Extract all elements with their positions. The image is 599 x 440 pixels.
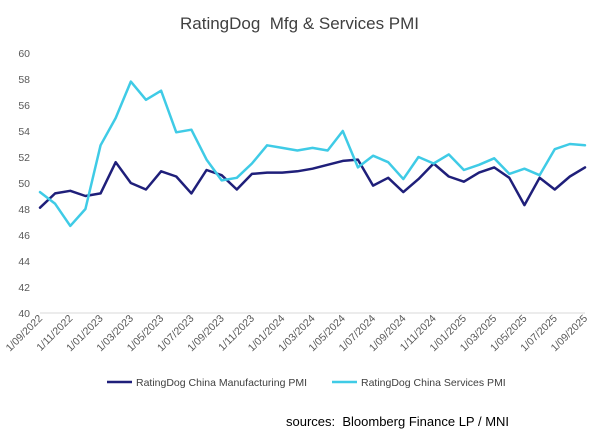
y-tick-label: 58 (18, 74, 30, 86)
manufacturing-pmi-line (38, 158, 587, 209)
y-tick-label: 56 (18, 100, 30, 112)
y-tick-label: 60 (18, 48, 30, 60)
y-tick-label: 42 (18, 282, 30, 294)
y-tick-label: 46 (18, 230, 30, 242)
legend-label-manufacturing: RatingDog China Manufacturing PMI (136, 377, 307, 389)
y-tick-label: 50 (18, 178, 30, 190)
y-tick-label: 48 (18, 204, 30, 216)
y-tick-label: 44 (18, 256, 30, 268)
services-pmi-line (38, 80, 587, 228)
y-tick-label: 54 (18, 126, 30, 138)
chart-title: RatingDog Mfg & Services PMI (179, 14, 420, 33)
y-tick-label: 52 (18, 152, 30, 164)
y-tick-label: 40 (18, 308, 30, 320)
source-note: sources: Bloomberg Finance LP / MNI (286, 414, 510, 429)
legend-label-services: RatingDog China Services PMI (361, 377, 506, 389)
